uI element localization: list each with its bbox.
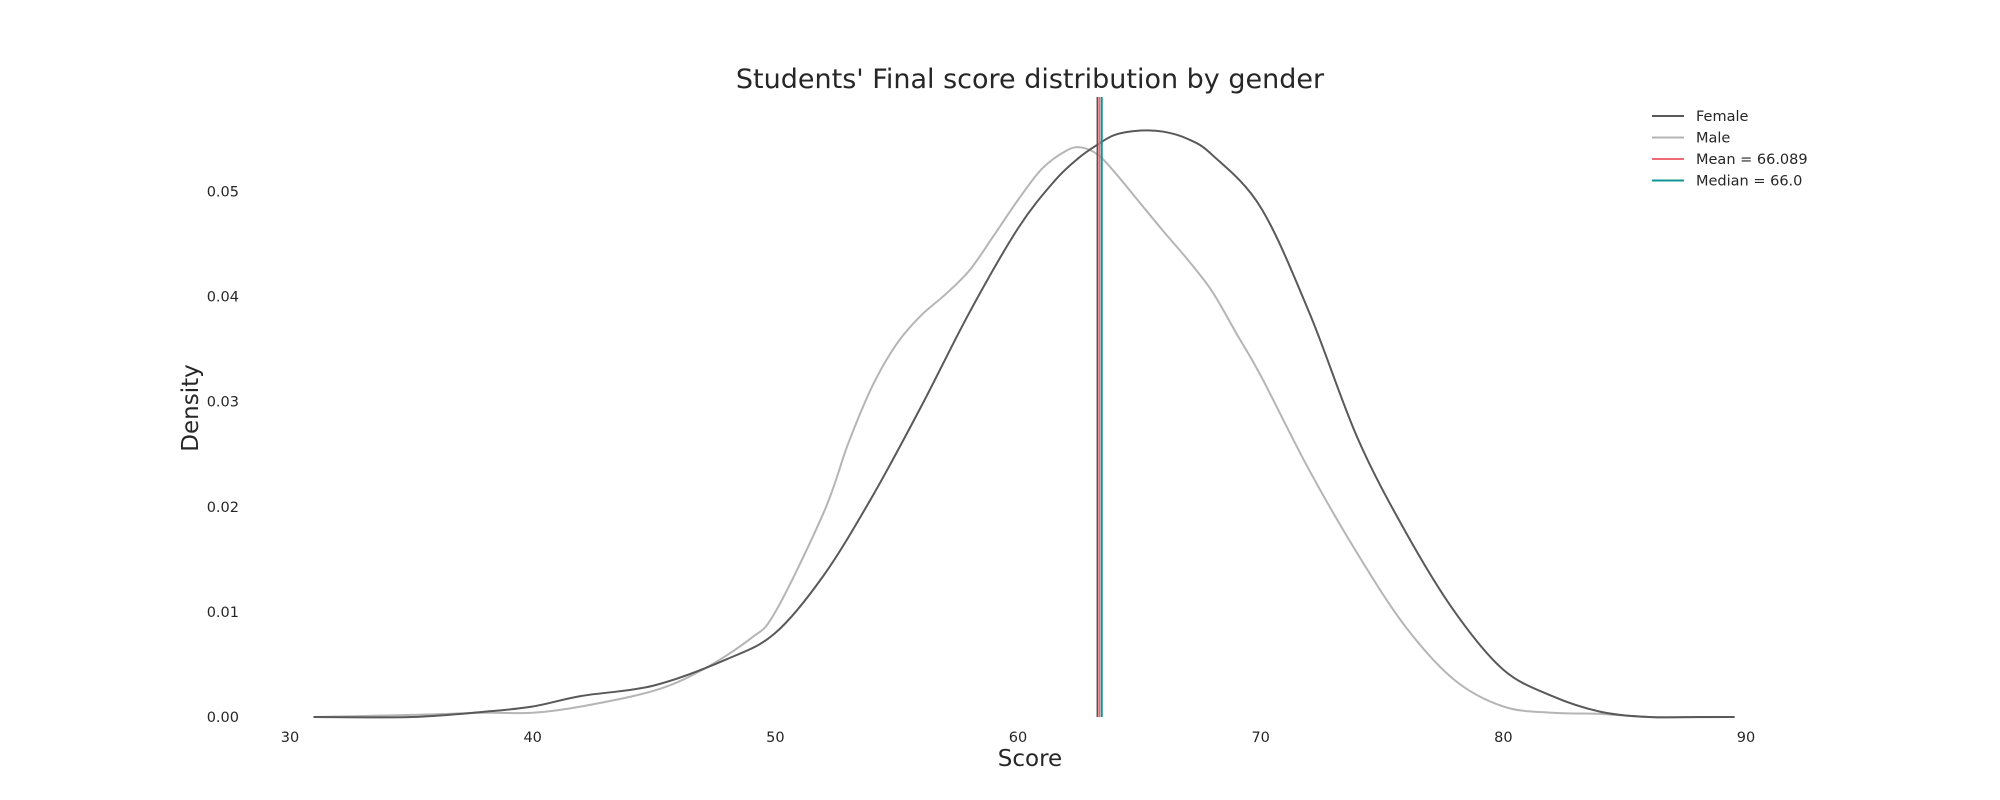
- y-tick-label: 0.05: [207, 185, 239, 201]
- plot-reference-lines: [1096, 97, 1103, 717]
- x-tick-label: 80: [1494, 730, 1512, 746]
- legend-label: Female: [1696, 109, 1749, 125]
- y-tick-label: 0.03: [207, 395, 239, 411]
- x-tick-label: 60: [1009, 730, 1027, 746]
- legend-label: Median = 66.0: [1696, 174, 1802, 190]
- y-tick-label: 0.00: [207, 710, 239, 726]
- series-line-female: [313, 129, 1735, 719]
- x-tick-label: 70: [1251, 730, 1269, 746]
- plot-series: [313, 129, 1735, 719]
- legend-label: Mean = 66.089: [1696, 152, 1808, 168]
- chart-title: Students' Final score distribution by ge…: [736, 64, 1325, 95]
- y-tick-labels: 0.00 0.01 0.02 0.03 0.04 0.05: [207, 185, 239, 726]
- y-tick-label: 0.02: [207, 500, 239, 516]
- x-axis-label: Score: [998, 746, 1062, 772]
- x-tick-label: 50: [766, 730, 784, 746]
- y-tick-label: 0.01: [207, 605, 239, 621]
- x-tick-label: 30: [281, 730, 299, 746]
- x-tick-labels: 30 40 50 60 70 80 90: [281, 730, 1755, 746]
- legend-label: Male: [1696, 131, 1730, 147]
- y-axis-label: Density: [178, 364, 204, 451]
- y-tick-label: 0.04: [207, 290, 239, 306]
- series-line-male: [313, 146, 1735, 719]
- x-tick-label: 90: [1737, 730, 1755, 746]
- legend: Female Male Mean = 66.089 Median = 66.0: [1652, 109, 1808, 190]
- x-tick-label: 40: [523, 730, 541, 746]
